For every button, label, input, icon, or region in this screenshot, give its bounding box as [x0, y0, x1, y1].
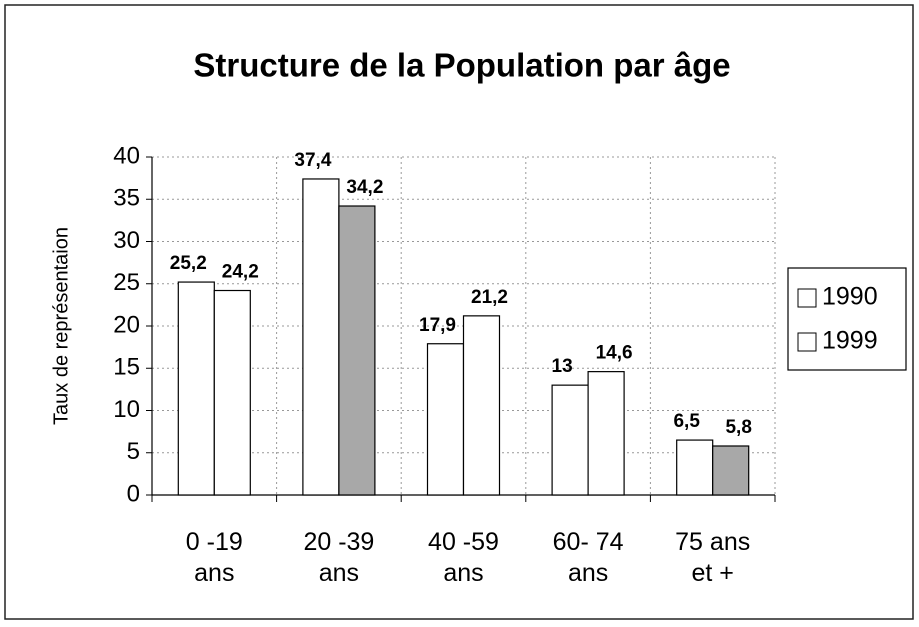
y-tick-label: 20: [113, 311, 140, 338]
value-label: 13: [552, 356, 573, 377]
bar: [302, 178, 340, 496]
bar: [177, 281, 215, 496]
x-tick-label-line: 60- 74: [553, 528, 624, 556]
x-tick-label: 0 -19 ans: [186, 528, 243, 587]
frame: [4, 4, 914, 620]
legend-label: 1999: [822, 327, 878, 355]
y-tick-label: 0: [127, 480, 140, 507]
bar: [338, 205, 376, 496]
value-label: 6,5: [673, 411, 700, 432]
bar: [213, 289, 251, 496]
bar: [587, 371, 625, 496]
x-tick-label: 20 -39 ans: [303, 528, 374, 587]
x-tick-label: 60- 74 ans: [553, 528, 624, 587]
bar: [712, 445, 750, 496]
x-tick-label-line: ans: [319, 559, 359, 587]
y-tick-label: 30: [113, 227, 140, 254]
chart-title: Structure de la Population par âge: [193, 47, 730, 84]
bar: [676, 439, 714, 496]
x-tick-label-line: et +: [691, 559, 733, 587]
value-label: 14,6: [596, 343, 633, 364]
x-tick-label-line: ans: [443, 559, 483, 587]
legend-swatch: [797, 332, 817, 352]
value-label: 24,2: [222, 262, 259, 283]
bar: [551, 384, 589, 496]
value-label: 5,8: [725, 417, 751, 438]
y-tick-label: 25: [113, 269, 140, 296]
x-tick-label: 75 ans et +: [675, 528, 750, 587]
y-tick-label: 5: [127, 438, 140, 465]
bar: [426, 343, 465, 496]
x-tick-label-line: 75 ans: [675, 528, 750, 556]
value-label: 21,2: [471, 287, 508, 308]
x-tick-label-line: 0 -19: [186, 528, 243, 556]
value-label: 37,4: [294, 150, 331, 171]
legend: [787, 267, 907, 371]
legend-label: 1990: [822, 283, 878, 311]
x-tick-label: 40 -59 ans: [428, 528, 499, 587]
x-tick-label-line: ans: [194, 559, 234, 587]
legend-swatch: [797, 288, 817, 308]
x-tick-label-line: 40 -59: [428, 528, 499, 556]
y-tick-label: 15: [113, 354, 140, 381]
y-tick-label: 35: [113, 185, 140, 212]
x-tick-label-line: ans: [568, 559, 608, 587]
x-tick-label-line: 20 -39: [303, 528, 374, 556]
value-label: 25,2: [170, 253, 207, 274]
y-axis-label: Taux de représentaion: [50, 227, 72, 425]
y-tick-label: 40: [113, 142, 140, 169]
value-label: 17,9: [419, 315, 456, 336]
value-label: 34,2: [346, 177, 383, 198]
y-tick-label: 10: [113, 396, 140, 423]
bar: [462, 315, 501, 496]
